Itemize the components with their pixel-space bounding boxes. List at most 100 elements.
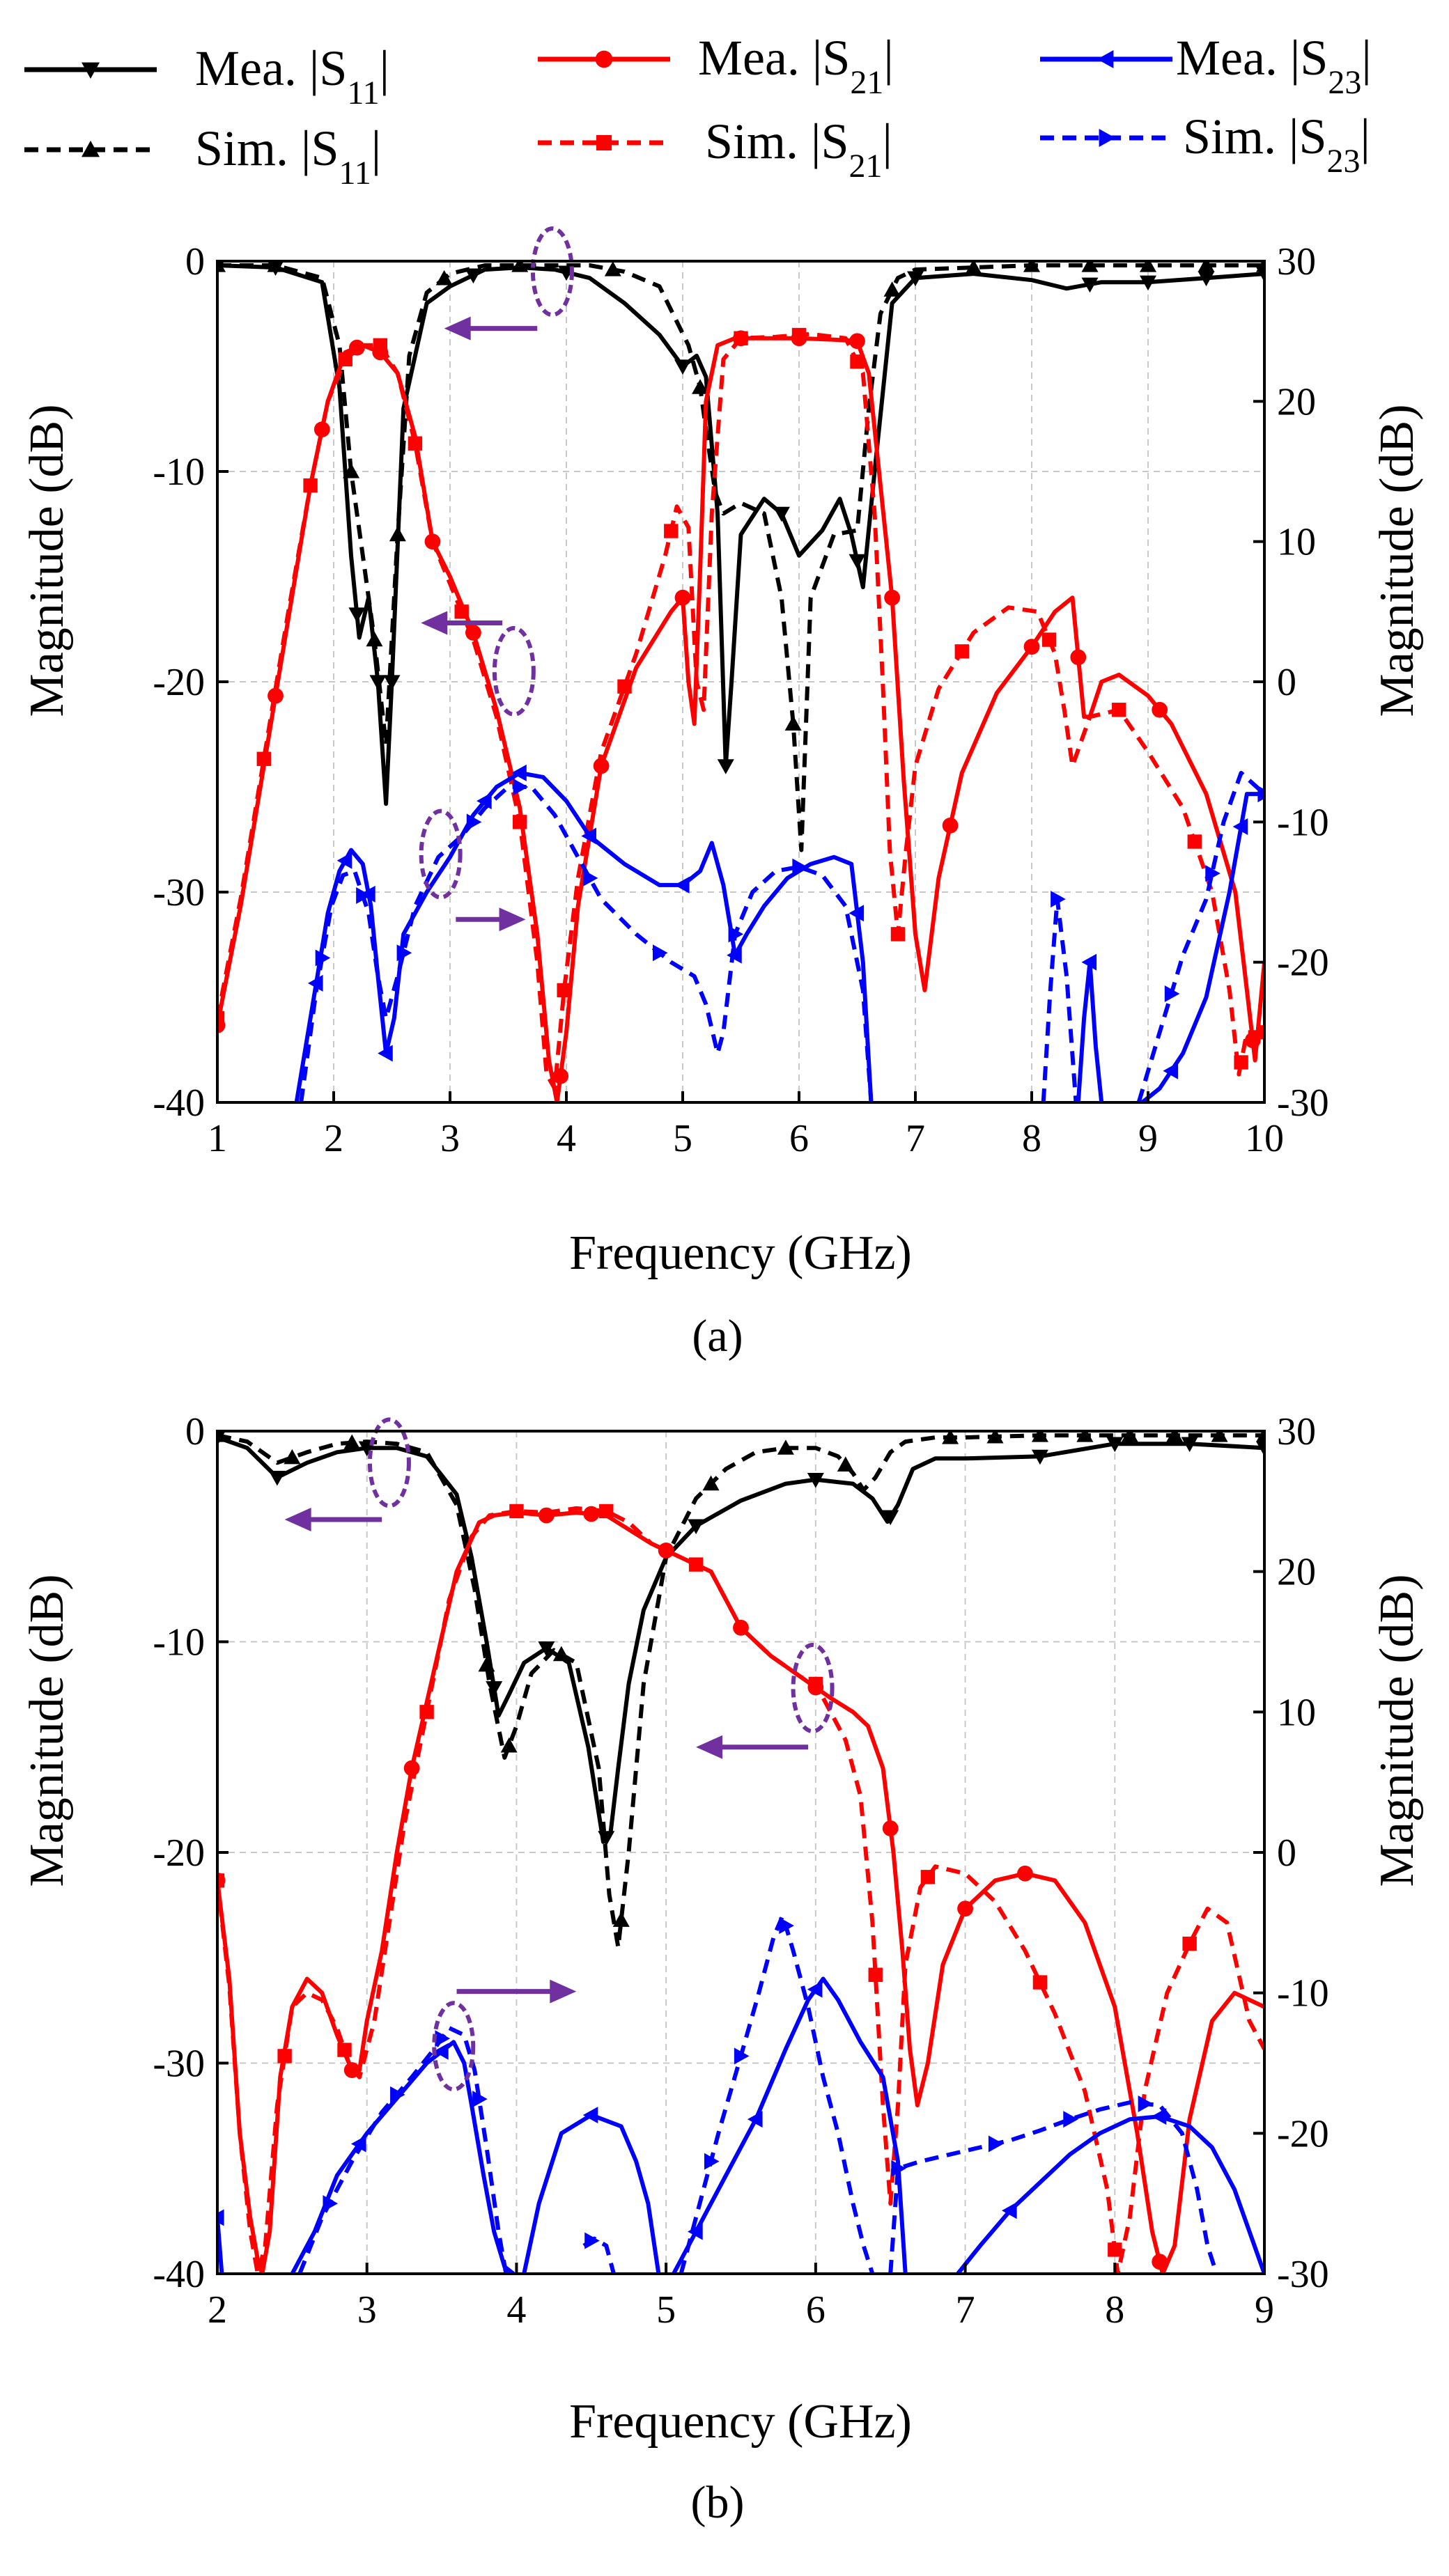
data-point-mea-s11 <box>348 607 366 623</box>
data-point-sim-s23 <box>1205 865 1221 882</box>
data-point-mea-s23 <box>1081 953 1097 971</box>
legend-label-mea-s23: Mea. |S23| <box>1176 30 1372 101</box>
data-point-sim-s21 <box>734 331 748 345</box>
series-line-mea-s11 <box>217 1435 1264 1844</box>
annotation-ellipse <box>530 226 574 318</box>
data-point-mea-s11 <box>1081 277 1099 293</box>
data-point-sim-s11 <box>1023 261 1040 272</box>
series-line-mea-s21 <box>217 336 1264 1102</box>
data-point-mea-s21 <box>313 421 330 437</box>
data-point-sim-s21 <box>509 1504 524 1519</box>
data-point-mea-s11 <box>674 359 691 375</box>
series-line-mea-s23 <box>1140 792 1264 1102</box>
data-point-sim-s21 <box>688 1557 704 1572</box>
series-mea-s11 <box>217 1431 1264 1846</box>
data-point-sim-s11 <box>883 281 901 297</box>
x-axis-label: Frequency (GHz) <box>569 1226 912 1280</box>
legend-symbol-sim-s21 <box>538 134 670 151</box>
data-point-sim-s21 <box>617 679 632 694</box>
y-axis-label-left: Magnitude (dB) <box>20 1574 74 1887</box>
data-point-mea-s21 <box>1152 701 1168 718</box>
x-tick-label: 8 <box>1105 2288 1124 2332</box>
data-point-sim-s23 <box>792 858 807 875</box>
y-tick-label-right: -10 <box>1277 801 1329 844</box>
data-point-mea-s23 <box>581 827 596 845</box>
data-point-mea-s11 <box>486 1681 503 1696</box>
data-point-mea-s23 <box>849 905 865 922</box>
annotation-ellipse <box>492 625 536 717</box>
data-point-sim-s21 <box>599 1504 614 1519</box>
data-point-mea-s21 <box>1017 1865 1033 1882</box>
data-point-sim-s23 <box>582 869 598 887</box>
data-point-mea-s21 <box>957 1900 973 1917</box>
legend-symbol-sim-s11 <box>24 141 157 157</box>
legend-label-sim-s21: Sim. |S21| <box>705 114 892 185</box>
data-point-mea-s23 <box>511 764 527 781</box>
data-point-sim-s23 <box>584 2232 600 2249</box>
data-point-sim-s11 <box>942 1431 959 1444</box>
data-point-mea-s21 <box>1023 639 1040 655</box>
y-tick-label-left: 0 <box>185 1410 205 1453</box>
y-tick-label-right: 30 <box>1277 1410 1316 1453</box>
data-point-sim-s23 <box>1164 985 1180 1002</box>
x-tick-label: 6 <box>806 2288 826 2332</box>
data-point-sim-s21 <box>920 1870 936 1884</box>
data-point-mea-s11 <box>807 1472 824 1488</box>
data-point-mea-s23 <box>336 852 352 869</box>
data-point-sim-s11 <box>837 1456 854 1472</box>
data-point-sim-s11 <box>366 631 383 647</box>
series-sim-s21 <box>217 1504 1264 2274</box>
data-point-sim-s23 <box>779 1917 794 1935</box>
data-point-sim-s23 <box>1138 2095 1154 2112</box>
x-tick-label: 2 <box>208 2288 227 2332</box>
data-point-mea-s11 <box>688 1519 705 1535</box>
data-point-sim-s11 <box>1198 261 1215 272</box>
series-mea-s21 <box>217 330 1264 1102</box>
data-point-sim-s23 <box>728 926 744 943</box>
legend-label-sim-s11: Sim. |S11| <box>195 120 381 192</box>
data-point-mea-s21 <box>268 687 284 704</box>
series-line-sim-s21 <box>217 331 1264 1091</box>
data-point-sim-s11 <box>478 1656 495 1672</box>
data-point-sim-s21 <box>664 524 679 538</box>
x-tick-label: 3 <box>440 1117 460 1160</box>
chart-panel-b: Magnitude (dB) Magnitude (dB) Frequency … <box>20 1410 1424 2528</box>
data-point-sim-s21 <box>1112 703 1126 717</box>
y-tick-label-right: -30 <box>1277 1082 1329 1125</box>
data-point-sim-s23 <box>466 813 482 831</box>
series-line-sim-s23 <box>299 785 874 1102</box>
data-point-sim-s23 <box>1063 2111 1078 2128</box>
data-point-sim-s21 <box>1182 1936 1197 1951</box>
series-line-sim-s23 <box>888 2100 1219 2274</box>
data-point-sim-s11 <box>343 463 360 478</box>
annotation-ellipse <box>432 2001 476 2092</box>
legend-entry-sim-s21: Sim. |S21| <box>538 114 892 185</box>
data-point-sim-s21 <box>808 1676 823 1692</box>
y-tick-label-left: -30 <box>153 2043 205 2086</box>
y-tick-label-left: 0 <box>185 240 205 283</box>
data-point-mea-s23 <box>1001 2202 1017 2219</box>
data-point-sim-s21 <box>791 327 807 343</box>
annotations <box>284 1417 835 2092</box>
caption-b: (b) <box>691 2477 745 2528</box>
annotation-right <box>432 1979 577 2092</box>
data-point-mea-s23 <box>582 2107 598 2124</box>
data-point-sim-s23 <box>988 2135 1004 2153</box>
data-point-mea-s11 <box>882 1510 899 1526</box>
data-point-sim-s23 <box>472 2091 488 2108</box>
y-tick-label-left: -40 <box>153 1082 205 1125</box>
y-tick-label-right: 0 <box>1277 661 1296 704</box>
annotation-left <box>696 1643 835 1759</box>
x-tick-label: 9 <box>1138 1117 1158 1160</box>
data-point-sim-s11 <box>1256 261 1264 272</box>
data-point-sim-s23 <box>891 2160 906 2177</box>
y-tick-label-left: -40 <box>153 2253 205 2296</box>
series-line-sim-s23 <box>1136 770 1264 1102</box>
data-point-mea-s23 <box>747 2111 763 2128</box>
annotations <box>419 226 574 932</box>
legend-marker <box>82 62 100 79</box>
series-mea-s23 <box>294 764 1264 1102</box>
series-line-mea-s23 <box>522 2113 661 2274</box>
series-sim-s21 <box>217 327 1264 1091</box>
y-tick-label-right: -20 <box>1277 942 1329 985</box>
